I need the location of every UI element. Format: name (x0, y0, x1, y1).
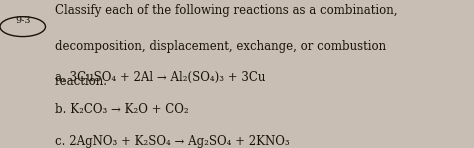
Text: a. 3CuSO₄ + 2Al → Al₂(SO₄)₃ + 3Cu: a. 3CuSO₄ + 2Al → Al₂(SO₄)₃ + 3Cu (55, 71, 265, 84)
Text: b. K₂CO₃ → K₂O + CO₂: b. K₂CO₃ → K₂O + CO₂ (55, 103, 188, 116)
Text: decomposition, displacement, exchange, or combustion: decomposition, displacement, exchange, o… (55, 40, 386, 53)
Text: reaction.: reaction. (55, 75, 108, 89)
Text: c. 2AgNO₃ + K₂SO₄ → Ag₂SO₄ + 2KNO₃: c. 2AgNO₃ + K₂SO₄ → Ag₂SO₄ + 2KNO₃ (55, 135, 289, 148)
Text: 9-3: 9-3 (15, 16, 30, 25)
Text: Classify each of the following reactions as a combination,: Classify each of the following reactions… (55, 4, 397, 17)
